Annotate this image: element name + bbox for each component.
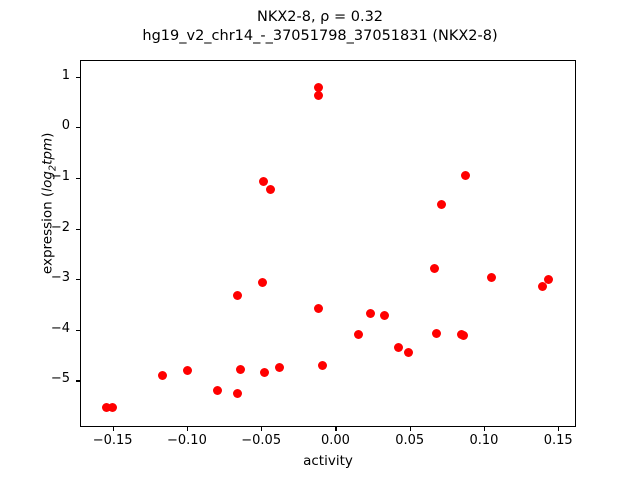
y-axis-tick-label: −1: [50, 168, 70, 184]
x-axis-tick-label: −0.15: [92, 433, 133, 448]
data-point: [314, 91, 324, 101]
y-axis-tick-label: −2: [50, 219, 70, 235]
y-axis-label-prefix: expression (: [39, 191, 56, 275]
data-point: [258, 176, 268, 186]
x-axis-tick-mark: [261, 427, 263, 431]
chart-title: NKX2-8, ρ = 0.32 hg19_v2_chr14_-_3705179…: [0, 8, 640, 46]
x-axis-label: activity: [303, 453, 353, 469]
y-axis-label-unit: tpm: [39, 137, 56, 165]
x-axis-tick-mark: [409, 427, 411, 431]
data-point: [429, 264, 439, 274]
y-axis-label-subscript: 2: [47, 164, 59, 172]
chart-title-line-2: hg19_v2_chr14_-_37051798_37051831 (NKX2-…: [142, 28, 498, 44]
x-axis-tick-label: −0.05: [241, 433, 282, 448]
y-axis-label-log: log: [39, 171, 56, 192]
y-axis-tick-label: −4: [50, 320, 70, 336]
x-axis-tick-mark: [186, 427, 189, 431]
chart-title-line-1: NKX2-8, ρ = 0.32: [256, 9, 384, 25]
y-axis-label-suffix: ): [39, 132, 56, 138]
x-axis-tick-label: 0.00: [320, 433, 350, 448]
data-point: [313, 304, 323, 314]
data-point: [380, 310, 390, 320]
y-axis-tick-mark: [76, 127, 80, 129]
y-axis-label: expression (log2tpm): [40, 73, 59, 333]
data-point: [274, 363, 284, 373]
data-point: [543, 274, 553, 284]
data-point: [431, 328, 441, 338]
data-point: [317, 361, 327, 371]
y-axis-tick-mark: [76, 76, 80, 78]
data-point: [537, 282, 547, 292]
y-axis-tick-label: −5: [50, 371, 70, 387]
data-point: [353, 330, 363, 340]
data-point: [458, 331, 468, 341]
x-axis-tick-label: 0.15: [543, 433, 573, 448]
data-point: [437, 199, 447, 209]
y-axis-tick-mark: [76, 329, 80, 331]
data-point: [101, 402, 111, 412]
data-point: [236, 364, 246, 374]
x-axis-tick-mark: [112, 427, 114, 431]
data-point: [487, 273, 497, 283]
data-point: [233, 389, 243, 399]
x-axis-tick-label: 0.10: [469, 433, 499, 448]
data-point: [183, 366, 193, 376]
y-axis-tick-label: −3: [50, 270, 70, 286]
y-axis-tick-mark: [76, 177, 80, 180]
data-point: [259, 367, 269, 377]
x-axis-tick-mark: [558, 427, 560, 431]
x-axis-tick-label: −0.10: [167, 433, 207, 448]
data-point: [265, 184, 275, 194]
y-axis-tick-mark: [76, 279, 80, 281]
data-point: [403, 348, 413, 358]
data-point: [233, 290, 243, 300]
data-point: [108, 402, 118, 412]
data-point: [258, 278, 268, 288]
y-axis-tick-mark: [76, 380, 80, 382]
data-point: [366, 308, 376, 318]
x-axis-tick-label: 0.05: [395, 433, 425, 448]
data-point: [460, 170, 470, 180]
data-point: [158, 370, 168, 380]
data-point: [393, 342, 403, 352]
y-axis-tick-mark: [76, 228, 80, 230]
plot-data-area: [81, 61, 575, 426]
plot-axes-frame: [80, 60, 576, 427]
y-axis-tick-label: 1: [61, 67, 70, 83]
y-axis-tick-label: 0: [61, 118, 70, 134]
data-point: [314, 82, 324, 92]
x-axis-tick-mark: [335, 427, 337, 431]
data-point: [212, 385, 222, 395]
x-axis-tick-mark: [483, 427, 486, 431]
